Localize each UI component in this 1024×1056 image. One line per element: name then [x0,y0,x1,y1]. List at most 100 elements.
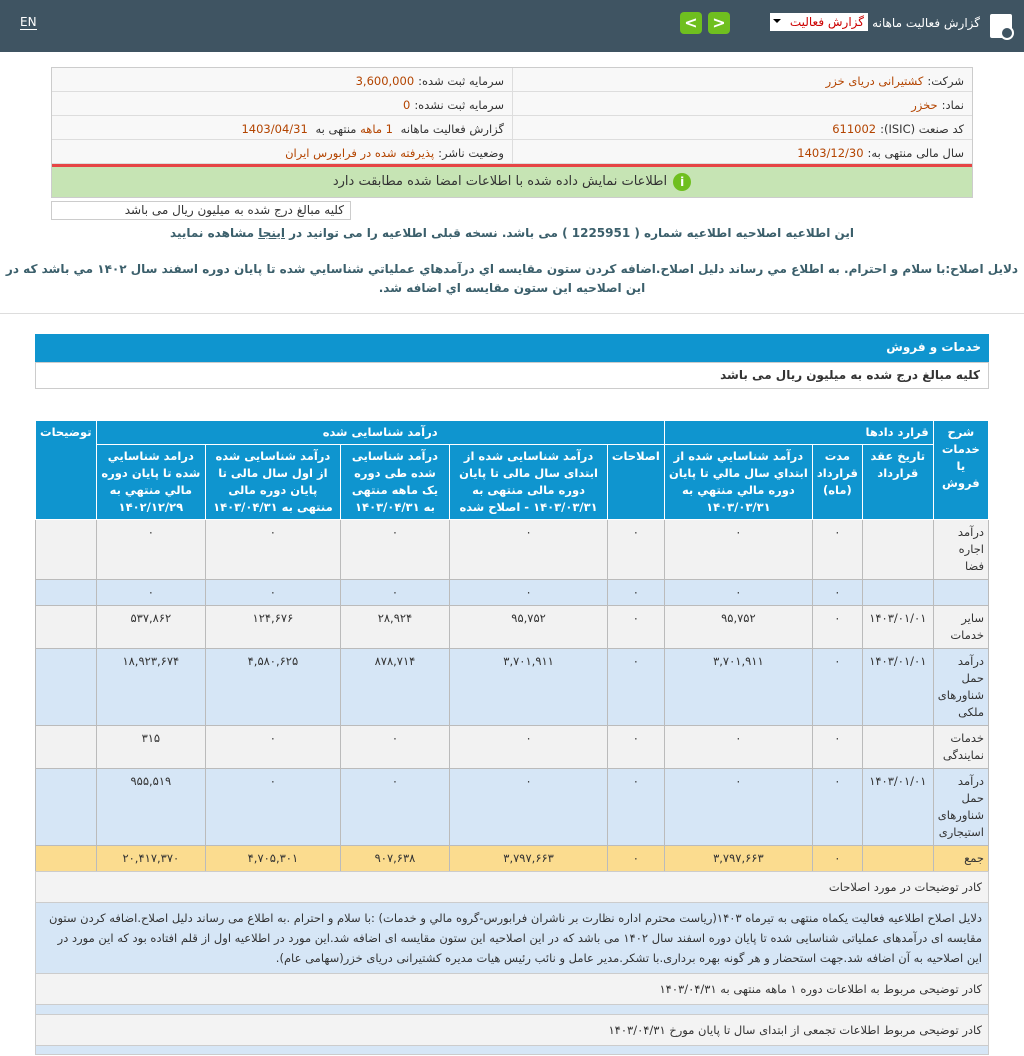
table-cell: ۰ [449,579,608,606]
table-cell: ۱۴۰۳/۰۱/۰۱ [861,648,934,726]
table-cell: ۹۰۷,۶۳۸ [339,845,451,872]
section-title: خدمات و فروش [35,334,989,362]
table-cell: ۳,۷۰۱,۹۱۱ [449,648,608,726]
chevron-right-icon: > [712,13,726,32]
page-title: گزارش فعالیت ماهانه [872,16,980,30]
unit-note: کلیه مبالغ درج شده به میلیون ریال می باش… [51,201,351,220]
unreg-capital-label: سرمایه ثبت نشده: [414,98,504,112]
capital-label: سرمایه ثبت شده: [418,74,504,88]
table-row: درآمد حمل شناورهای استیجاری ۱۴۰۳/۰۱/۰۱ ۰ ۰ ۰… [35,768,990,846]
chevron-left-icon: < [684,13,698,32]
row-label: درآمد اجاره فضا [932,519,990,580]
table-cell [35,725,97,769]
table-cell: ۰ [606,605,665,649]
table-cell [35,605,97,649]
previous-version-link[interactable]: اینجا [258,226,285,240]
next-button[interactable]: > [708,12,730,34]
dropdown-arrow-icon [773,19,781,27]
table-cell: ۰ [95,579,207,606]
table-cell: ۰ [606,519,665,580]
fy-value: 1403/12/30 [797,146,864,160]
col-desc: شرح خدمات یا فروش [932,420,990,520]
table-cell: ۱۸,۹۲۳,۶۷۴ [95,648,207,726]
notes-body-corrections: دلایل اصلاح اطلاعیه فعالیت یکماه منتهی ب… [36,903,988,974]
divider [0,313,1024,314]
table-cell: ۰ [663,768,813,846]
table-cell: ۲۰,۴۱۷,۳۷۰ [95,845,207,872]
notes-header-cumulative: کادر توضیحی مربوط اطلاعات تجمعی از ابتدا… [36,1015,988,1046]
prev-button[interactable]: < [680,12,702,34]
select-value: گزارش فعالیت [789,15,864,29]
table-cell: ۰ [811,845,863,872]
table-cell: ۰ [811,648,863,726]
table-cell: ۰ [606,648,665,726]
table-cell: ۳,۷۹۷,۶۶۳ [663,845,813,872]
table-cell: ۰ [449,768,608,846]
table-cell: ۲۸,۹۲۴ [339,605,451,649]
col-header: درآمد شناسایی شده از ابتدای سال مالی تا … [449,444,608,520]
table-row: جمع ۰ ۳,۷۹۷,۶۶۳ ۰ ۳,۷۹۷,۶۶۳ ۹۰۷,۶۳۸ ۴,۷۰۵,۳۰۱ ۲… [35,845,990,872]
row-label: سایر خدمات [932,605,990,649]
table-cell: ۰ [606,579,665,606]
notes-body-cumulative [36,1046,988,1054]
table-cell: ۰ [205,725,341,769]
table-cell [35,648,97,726]
table-cell: ۰ [811,519,863,580]
table-cell: ۰ [339,725,451,769]
report-period: 1 ماهه [360,122,393,136]
table-cell: ۴,۷۰۵,۳۰۱ [205,845,341,872]
table-cell: ۰ [205,519,341,580]
col-header: درآمد شناسايي شده از ابتداي سال مالي تا … [663,444,813,520]
table-cell: ۰ [449,725,608,769]
table-cell [35,845,97,872]
row-label [932,579,990,606]
company-label: شرکت: [927,74,964,88]
report-type-select[interactable]: گزارش فعالیت [770,13,868,31]
unreg-capital-value: 0 [402,98,411,112]
top-bar: EN < > گزارش فعالیت گزارش فعالیت ماهانه [0,0,1024,52]
table-cell: ۰ [663,519,813,580]
table-cell: ۱۴۰۳/۰۱/۰۱ [861,605,934,649]
col-header: اصلاحات [606,444,665,520]
verified-text: اطلاعات نمایش داده شده با اطلاعات امضا ش… [332,174,668,189]
table-cell: ۸۷۸,۷۱۴ [339,648,451,726]
row-label: درآمد حمل شناورهای استیجاری [932,768,990,846]
symbol-value: حخزر [911,98,938,112]
table-cell [861,579,934,606]
correction-notice: این اطلاعیه اصلاحیه اطلاعیه شماره ( 1225… [0,226,1024,240]
table-cell: ۰ [606,845,665,872]
table-cell: ۱۲۴,۶۷۶ [205,605,341,649]
table-cell: ۰ [95,519,207,580]
table-cell [35,579,97,606]
table-cell [861,845,934,872]
notes-body-monthly [36,1005,988,1015]
info-icon: i [673,172,692,191]
verified-banner: i اطلاعات نمایش داده شده با اطلاعات امضا … [52,167,972,197]
table-cell: ۵۳۷,۸۶۲ [95,605,207,649]
isic-value: 611002 [832,122,877,136]
col-header: مدت قرارداد (ماه) [811,444,863,520]
report-label: گزارش فعالیت ماهانه [400,122,504,136]
report-icon [990,14,1014,40]
correction-reason: دلایل اصلاح:با سلام و احترام. به اطلاع م… [5,262,1019,295]
col-header: تاریخ عقد قرارداد [861,444,934,520]
table-cell: ۰ [811,605,863,649]
notice-text-end: مشاهده نمایید [170,226,255,240]
table-cell: ۰ [811,725,863,769]
table-cell: ۰ [205,768,341,846]
col-contracts: قرارد دادها [663,420,934,445]
notes-panel: کادر توضیحات در مورد اصلاحات دلایل اصلاح… [35,871,989,1055]
language-toggle[interactable]: EN [20,15,37,30]
status-value: پذیرفته شده در فرابورس ایران [285,146,435,160]
notice-text: این اطلاعیه اصلاحیه اطلاعیه شماره ( 1225… [289,226,854,240]
col-header: درآمد شناسایی شده طی دوره یک ماهه منتهی … [339,444,451,520]
table-row: درآمد اجاره فضا ۰ ۰ ۰ ۰ ۰ ۰ ۰ [35,519,990,580]
table-cell: ۳۱۵ [95,725,207,769]
table-cell [861,519,934,580]
table-cell: ۰ [606,725,665,769]
table-cell: ۰ [811,768,863,846]
table-cell [35,519,97,580]
table-cell: ۰ [449,519,608,580]
table-cell: ۰ [339,519,451,580]
table-row: درآمد حمل شناورهای ملکی ۱۴۰۳/۰۱/۰۱ ۰ ۳,۷۰۱,… [35,648,990,726]
